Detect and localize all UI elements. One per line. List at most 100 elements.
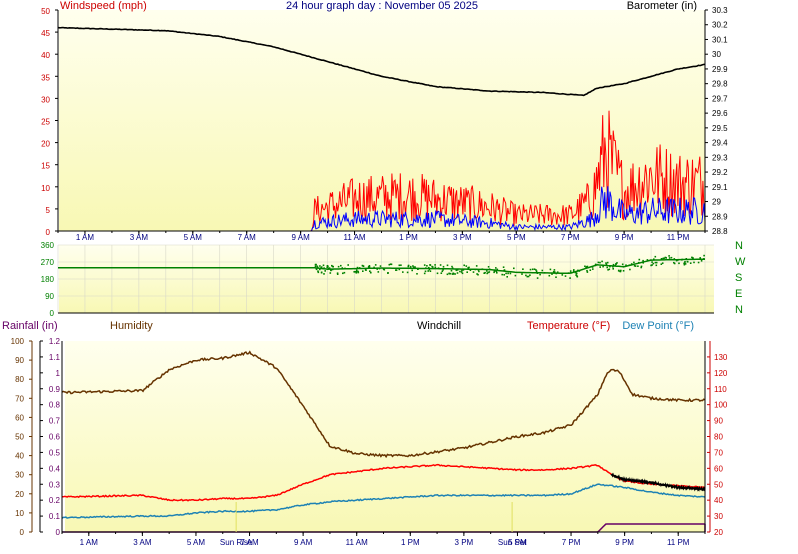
direction-gridlines <box>57 244 714 314</box>
direction-point <box>323 267 325 269</box>
series-windchill <box>610 472 706 492</box>
direction-point <box>323 273 325 275</box>
series-dew-point <box>61 483 706 519</box>
direction-point <box>461 269 463 272</box>
direction-point <box>434 266 437 269</box>
direction-line <box>58 258 705 275</box>
direction-point <box>689 262 692 264</box>
direction-point <box>342 272 344 275</box>
humidity-tick-label: 30 <box>15 471 24 480</box>
direction-point <box>514 274 517 277</box>
direction-point <box>594 263 597 266</box>
barometer-tick-label: 29.1 <box>712 183 728 192</box>
windspeed-tick-label: 10 <box>41 184 50 193</box>
compass-e: E <box>735 288 742 300</box>
direction-point <box>315 268 318 271</box>
direction-point <box>324 270 326 272</box>
direction-point <box>691 256 693 259</box>
direction-point <box>427 270 429 272</box>
temperature-tick-label: 40 <box>714 496 723 505</box>
direction-point <box>400 264 402 266</box>
direction-point <box>466 271 468 273</box>
direction-point <box>573 269 575 271</box>
rain-tick-label: 0.2 <box>49 496 61 505</box>
direction-point <box>322 264 325 267</box>
direction-point <box>531 268 534 271</box>
direction-point <box>377 271 380 273</box>
direction-point <box>353 271 355 273</box>
humidity-tick-label: 0 <box>20 528 25 537</box>
direction-point <box>417 268 419 270</box>
direction-point <box>337 265 340 268</box>
direction-point <box>619 270 621 273</box>
direction-point <box>653 258 655 260</box>
direction-point <box>451 273 454 275</box>
windspeed-tick-label: 40 <box>41 51 50 60</box>
direction-point <box>594 264 597 267</box>
direction-point <box>407 264 410 267</box>
direction-point <box>361 264 364 267</box>
direction-point <box>319 265 321 267</box>
direction-point <box>434 264 436 266</box>
direction-series <box>58 254 705 279</box>
direction-point <box>486 272 488 275</box>
direction-point <box>577 269 579 272</box>
direction-point <box>637 265 639 267</box>
direction-point <box>478 270 480 273</box>
legend-humidity: Humidity <box>110 320 153 332</box>
direction-point <box>654 255 657 258</box>
direction-point <box>662 257 664 260</box>
direction-point <box>488 271 491 273</box>
direction-point <box>390 263 393 266</box>
barometer-tick-label: 29.9 <box>712 65 728 74</box>
direction-point <box>675 259 678 262</box>
bottom-plot-area <box>65 341 705 532</box>
direction-point <box>355 270 357 273</box>
sunrise-label: Sun Rise <box>220 538 253 547</box>
direction-point <box>660 263 663 265</box>
direction-point <box>374 264 377 266</box>
direction-point <box>642 262 644 264</box>
direction-point <box>685 258 688 260</box>
windspeed-tick-label: 20 <box>41 140 50 149</box>
direction-point <box>513 267 515 270</box>
direction-point <box>615 263 617 266</box>
direction-point <box>347 264 349 266</box>
direction-point <box>437 267 440 269</box>
barometer-tick-label: 29.8 <box>712 80 728 89</box>
temperature-tick-label: 20 <box>714 528 723 537</box>
direction-point <box>527 275 530 278</box>
direction-point <box>412 265 414 267</box>
windspeed-tick-label: 30 <box>41 95 50 104</box>
direction-point <box>362 265 365 267</box>
x-tick-label: 1 AM <box>80 538 99 547</box>
direction-point <box>574 271 577 274</box>
rain-tick-label: 0.8 <box>49 401 61 410</box>
direction-tick-label: 360 <box>41 241 55 250</box>
direction-point <box>599 266 601 268</box>
x-tick-label: 9 PM <box>615 233 634 242</box>
direction-point <box>442 267 445 270</box>
barometer-tick-label: 29.5 <box>712 124 728 133</box>
direction-point <box>406 271 409 274</box>
rain-tick-label: 0.5 <box>49 448 61 457</box>
direction-point <box>331 264 333 267</box>
windspeed-tick-label: 0 <box>46 228 51 237</box>
direction-point <box>638 258 641 261</box>
direction-point <box>673 262 676 265</box>
direction-point <box>541 269 544 272</box>
rain-tick-label: 1 <box>56 369 61 378</box>
direction-point <box>607 269 609 271</box>
direction-point <box>494 269 497 272</box>
windspeed-tick-label: 15 <box>41 162 50 171</box>
direction-point <box>503 269 506 271</box>
humidity-tick-label: 10 <box>15 509 24 518</box>
direction-point <box>585 266 588 268</box>
direction-point <box>655 264 658 267</box>
direction-point <box>640 266 642 269</box>
chart-title: 24 hour graph day : November 05 2025 <box>286 0 478 12</box>
direction-point <box>602 265 604 268</box>
direction-point <box>569 270 572 272</box>
top-plot-area <box>59 10 705 231</box>
direction-point <box>526 275 529 278</box>
